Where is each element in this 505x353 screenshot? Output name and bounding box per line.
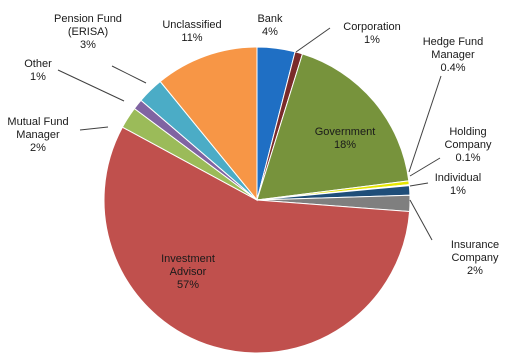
slice-percent: 11%: [181, 32, 202, 44]
slice-label: Corporation 1%: [343, 21, 400, 46]
slice-name: Corporation: [343, 21, 400, 33]
slice-label: Individual 1%: [435, 172, 481, 197]
slice-name: Bank: [257, 13, 283, 25]
leader-line: [409, 157, 441, 177]
leader-line: [409, 199, 433, 241]
slice-name: Company: [444, 139, 492, 151]
slice-label: Investment Advisor 57%: [161, 253, 215, 291]
slice-name: Mutual Fund: [7, 116, 68, 128]
slice-percent: 1%: [450, 185, 466, 197]
slice-name: Investment: [161, 253, 215, 265]
pie-slice-government: [256, 53, 410, 201]
slice-name: Advisor: [170, 266, 207, 278]
slice-name: Manager: [431, 49, 475, 61]
slice-name: Hedge Fund: [423, 36, 484, 48]
slice-label: Insurance Company 2%: [451, 239, 499, 277]
slice-label: Bank 4%: [257, 13, 283, 38]
slice-percent: 3%: [80, 39, 96, 51]
slice-percent: 2%: [30, 142, 46, 154]
slice-name: Company: [451, 252, 499, 264]
slice-percent: 2%: [467, 265, 483, 277]
slice-percent: 0.1%: [455, 152, 480, 164]
pie-slice-investment-advisor: [103, 126, 411, 353]
leader-line: [295, 27, 331, 53]
leader-line: [408, 75, 442, 173]
slice-name: Manager: [16, 129, 60, 141]
slice-labels: Bank 4% Corporation 1%Government 18%Hedge Fu…: [7, 13, 499, 291]
slice-label: Mutual Fund Manager 2%: [7, 116, 68, 154]
slice-label: Government 18%: [315, 126, 376, 151]
slice-label: Hedge Fund Manager 0.4%: [423, 36, 484, 74]
pie-slices: [103, 46, 411, 353]
slice-name: Individual: [435, 172, 481, 184]
slice-name: (ERISA): [68, 26, 108, 38]
slice-label: Other 1%: [24, 58, 52, 83]
slice-name: Insurance: [451, 239, 499, 251]
leader-line: [409, 182, 429, 187]
slice-label: Pension Fund (ERISA) 3%: [54, 13, 122, 51]
slice-name: Government: [315, 126, 376, 138]
leader-line: [57, 69, 125, 102]
pie-slice-unclassified: [159, 46, 258, 202]
slice-percent: 1%: [30, 71, 46, 83]
slice-percent: 18%: [334, 139, 356, 151]
slice-name: Other: [24, 58, 52, 70]
slice-label: Unclassified 11%: [162, 19, 221, 44]
leader-line: [79, 126, 109, 131]
slice-percent: 57%: [177, 279, 199, 291]
slice-name: Unclassified: [162, 19, 221, 31]
slice-label: Holding Company 0.1%: [444, 126, 492, 164]
slice-name: Holding: [449, 126, 486, 138]
slice-percent: 0.4%: [440, 62, 465, 74]
leader-line: [111, 65, 147, 84]
slice-percent: 1%: [364, 34, 380, 46]
slice-percent: 4%: [262, 26, 278, 38]
slice-name: Pension Fund: [54, 13, 122, 25]
leader-lines: [57, 27, 442, 241]
